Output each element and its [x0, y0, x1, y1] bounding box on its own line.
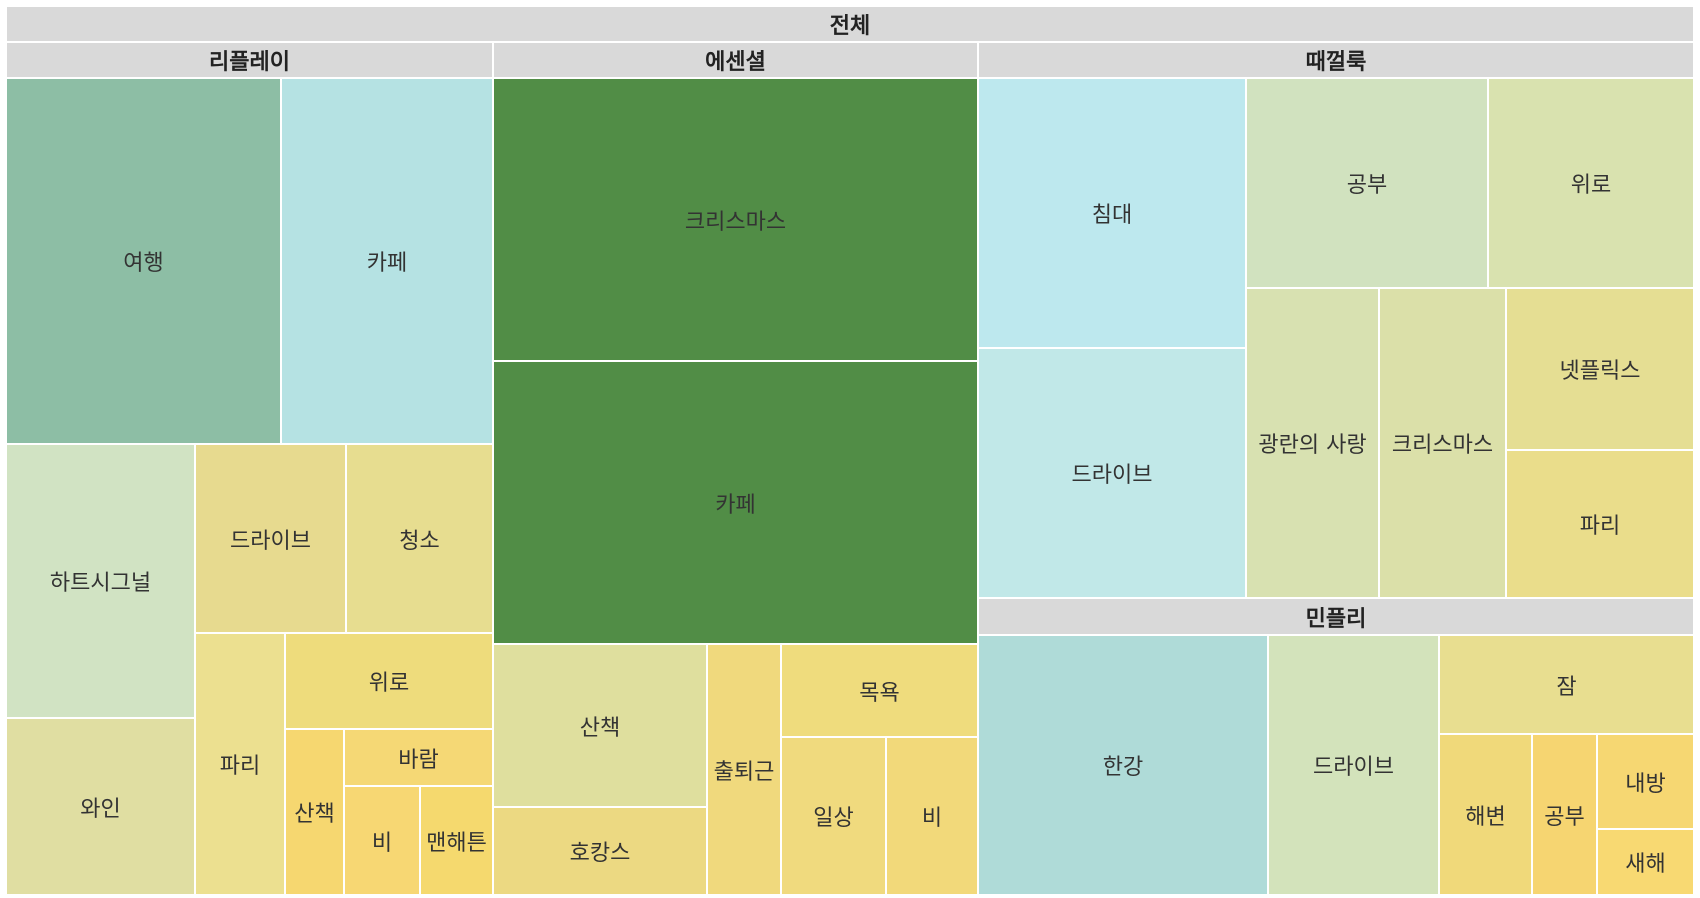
- group-header: 때껄룩: [978, 42, 1694, 78]
- treemap-cell: 파리: [1506, 450, 1694, 598]
- treemap-cell: 산책: [285, 729, 344, 895]
- treemap-cell: 해변: [1439, 734, 1532, 895]
- treemap-cell: 산책: [493, 644, 707, 807]
- treemap-cell: 비: [344, 786, 420, 895]
- treemap-cell: 침대: [978, 78, 1246, 348]
- treemap-cell: 위로: [285, 633, 493, 729]
- treemap-cell: 카페: [493, 361, 978, 644]
- treemap-cell: 목욕: [781, 644, 978, 737]
- treemap-cell: 내방: [1597, 734, 1694, 829]
- treemap-cell: 새해: [1597, 829, 1694, 895]
- treemap-cell: 드라이브: [195, 444, 346, 633]
- treemap-cell: 출퇴근: [707, 644, 781, 895]
- treemap-cell: 와인: [6, 718, 195, 895]
- group-header: 리플레이: [6, 42, 493, 78]
- treemap-cell: 잠: [1439, 635, 1694, 734]
- group-header: 민플리: [978, 598, 1694, 635]
- treemap-cell: 공부: [1246, 78, 1488, 288]
- treemap-cell: 맨해튼: [420, 786, 493, 895]
- group-header: 에센셜: [493, 42, 978, 78]
- treemap-cell: 한강: [978, 635, 1268, 895]
- treemap-cell: 하트시그널: [6, 444, 195, 718]
- treemap-cell: 드라이브: [978, 348, 1246, 598]
- treemap-cell: 일상: [781, 737, 886, 895]
- treemap-cell: 공부: [1532, 734, 1597, 895]
- treemap-cell: 위로: [1488, 78, 1694, 288]
- treemap-cell: 비: [886, 737, 978, 895]
- treemap-cell: 크리스마스: [1379, 288, 1506, 598]
- treemap-cell: 카페: [281, 78, 493, 444]
- treemap-cell: 바람: [344, 729, 493, 786]
- treemap-cell: 크리스마스: [493, 78, 978, 361]
- treemap-cell: 호캉스: [493, 807, 707, 895]
- treemap-cell: 넷플릭스: [1506, 288, 1694, 450]
- treemap-cell: 광란의 사랑: [1246, 288, 1379, 598]
- treemap-cell: 드라이브: [1268, 635, 1439, 895]
- treemap-title: 전체: [6, 6, 1694, 42]
- treemap-cell: 파리: [195, 633, 285, 895]
- treemap-cell: 청소: [346, 444, 493, 633]
- treemap-cell: 여행: [6, 78, 281, 444]
